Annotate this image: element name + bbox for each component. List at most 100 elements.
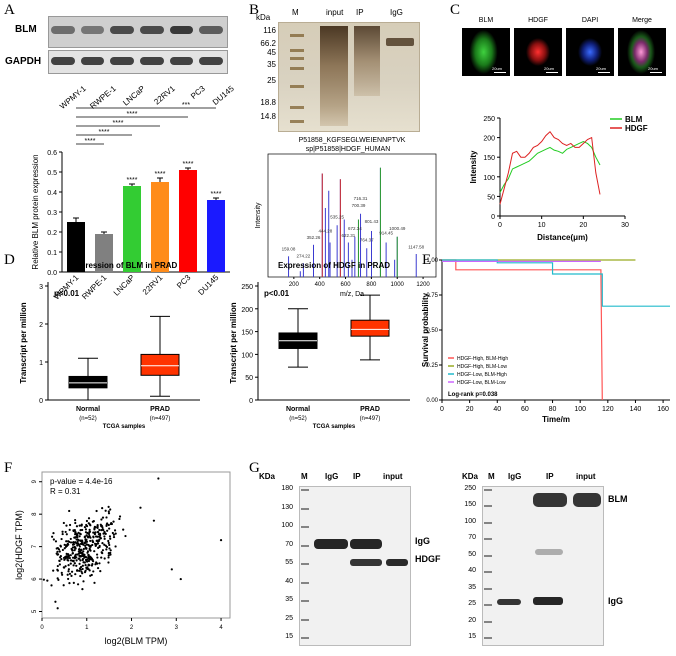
panel-f: p-value = 4.4e-16 R = 0.31 5 6 7 8 9 0 1 2 3 4 log2(… <box>0 458 245 651</box>
scatter-point <box>67 540 70 543</box>
scatter-point <box>83 536 86 539</box>
x-tick-label: PRAD <box>150 406 170 413</box>
box <box>68 375 108 389</box>
scatter-point <box>96 526 99 530</box>
y-tick-label: 2 <box>39 322 43 329</box>
scatter-point <box>101 542 104 545</box>
scatter-point <box>83 556 86 559</box>
blot-marker-label: 55 <box>285 559 293 566</box>
blot-lane-header: IgG <box>325 472 339 481</box>
r-annotation: R = 0.31 <box>50 487 81 496</box>
blot-marker-band <box>484 505 492 508</box>
y-tick-label: 0 <box>249 398 253 405</box>
scatter-point <box>74 573 77 576</box>
igg-band-ip-lane <box>533 597 563 605</box>
scatter-point <box>84 538 87 541</box>
scatter-point <box>86 532 89 535</box>
scatter-point <box>68 581 71 585</box>
blot-marker-band <box>484 587 492 590</box>
y-tick-label: 0 <box>39 398 43 405</box>
sample-size-label: (n=497) <box>150 416 171 422</box>
scatter-point <box>73 549 76 552</box>
scatter-point <box>96 566 100 570</box>
scatter-point <box>69 562 72 565</box>
x-tick-label: 120 <box>602 406 614 413</box>
band-label-igg: IgG <box>415 536 430 546</box>
if-image-merge <box>618 28 666 76</box>
blot-lane-header: input <box>576 472 596 481</box>
scatter-point <box>96 530 100 534</box>
blot-marker-label: 20 <box>468 616 476 624</box>
y-axis-label: Transcript per million <box>229 302 238 383</box>
y-tick-label: 7 <box>32 544 38 548</box>
scatter-point <box>67 570 70 573</box>
y-tick-label: 50 <box>487 194 495 201</box>
panel-c: BLM 20um HDGF 20um DAPI 20um Merge 20um 0 50 100 1… <box>450 0 676 300</box>
scatter-point <box>103 532 107 535</box>
igg-band-igg-lane <box>314 539 348 549</box>
scatter-point <box>86 535 89 538</box>
scatter-point <box>95 561 98 564</box>
scatter-point <box>62 584 65 587</box>
blot-membrane <box>482 486 604 646</box>
y-tick-label: 150 <box>241 330 253 337</box>
x-tick-label: 40 <box>493 406 501 413</box>
scatter-point <box>68 523 72 527</box>
scatter-point <box>97 546 100 549</box>
legend-label: BLM <box>625 115 643 124</box>
scatter-point <box>69 559 73 562</box>
scatter-point <box>79 574 82 578</box>
band-label-blm: BLM <box>608 494 628 504</box>
scatter-point <box>68 556 71 560</box>
bar-chart-blm-expression: 0.0 0.1 0.2 0.3 0.4 0.5 0.6 Relative BLM protei… <box>31 102 230 300</box>
scatter-point <box>66 556 70 560</box>
scatter-point <box>55 547 58 550</box>
scatter-point <box>76 533 79 537</box>
box-plot-hdgf: Expression of HDGF in PRAD p<0.01 0 50 100 15… <box>229 261 410 430</box>
y-tick-label: 100 <box>241 352 253 359</box>
legend-label: HDGF-Low, BLM-High <box>457 372 507 378</box>
scatter-point <box>72 581 75 584</box>
scatter-point <box>103 557 106 560</box>
if-image-title: DAPI <box>581 17 599 24</box>
scatter-point <box>69 537 72 541</box>
y-axis-label: Survival probability <box>421 292 430 367</box>
scatter-point <box>91 543 94 547</box>
scatter-point <box>80 523 83 526</box>
scale-bar <box>546 72 558 73</box>
if-image-title: HDGF <box>528 17 548 24</box>
blot-marker-band <box>484 637 492 639</box>
scatter-point <box>87 517 91 520</box>
y-tick-label: 3 <box>39 284 43 291</box>
scale-bar <box>650 72 662 73</box>
bracket-label: **** <box>127 111 138 118</box>
ms-peak-label: 159.08 <box>282 247 296 252</box>
x-axis-label: log2(BLM TPM) <box>105 636 168 646</box>
gel-marker-label: 25 <box>267 76 276 85</box>
scatter-point <box>88 564 91 567</box>
ms-peak-label: 1000.49 <box>389 226 406 231</box>
scale-bar-label: 20um <box>648 66 659 71</box>
x-tick-label: 0 <box>40 625 44 631</box>
scatter-point <box>50 584 53 587</box>
scatter-point <box>78 535 81 538</box>
gel-kda-label: kDa <box>256 13 271 22</box>
scatter-point <box>92 570 95 573</box>
scatter-point <box>76 553 79 556</box>
scatter-point <box>85 559 88 562</box>
scatter-point <box>87 568 90 571</box>
blot-marker-label: 25 <box>468 600 476 608</box>
scatter-point <box>73 545 76 548</box>
scatter-point <box>101 549 105 552</box>
box <box>140 353 180 376</box>
scatter-point <box>56 607 59 610</box>
gel-marker-label: 116 <box>263 26 276 35</box>
blot-marker-label: 50 <box>468 550 476 558</box>
gapdh-band <box>140 57 164 65</box>
blot-marker-label: 40 <box>285 577 293 585</box>
scatter-point <box>99 533 102 537</box>
blot-marker-band <box>301 544 309 547</box>
y-tick-label: 0.25 <box>426 363 438 369</box>
scatter-point <box>104 509 107 512</box>
scatter-point <box>72 529 75 532</box>
